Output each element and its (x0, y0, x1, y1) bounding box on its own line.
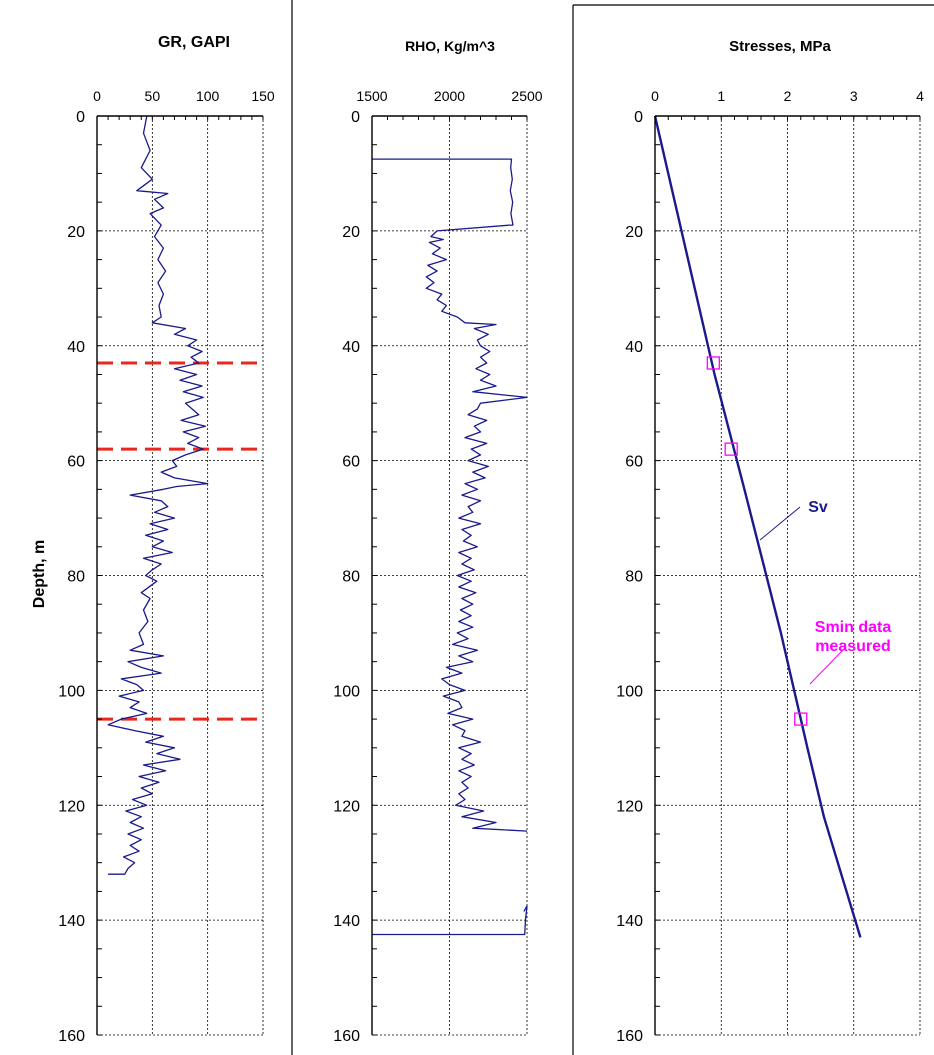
rho-series-line-1 (372, 905, 528, 936)
stress-markers (706, 356, 808, 726)
stress-y-tick-120: 120 (616, 798, 643, 815)
gr-title: GR, GAPI (158, 34, 230, 51)
smin-label-line1: Smin data (815, 619, 892, 636)
rho-y-tick-40: 40 (342, 339, 360, 356)
stress-y-tick-80: 80 (625, 569, 643, 586)
stress-series-line-0 (653, 115, 862, 938)
stress-x-tick-1: 1 (717, 88, 725, 104)
gr-series (107, 115, 209, 875)
gr-x-tick-0: 0 (93, 88, 101, 104)
stress-x-tick-4: 4 (916, 88, 924, 104)
stress-y-tick-20: 20 (625, 224, 643, 241)
rho-grid (372, 116, 528, 1036)
stress-y-tick-160: 160 (616, 1028, 643, 1045)
gr-axes (96, 115, 264, 1036)
sv-label: Sv (808, 499, 828, 516)
gr-y-tick-20: 20 (67, 224, 85, 241)
stress-y-tick-labels: 0 20 40 60 80 100 120 140 160 (616, 109, 643, 1045)
stress-x-tick-labels: 0 1 2 3 4 (651, 88, 924, 104)
gr-panel: GR, GAPI Depth, m 0 50 100 150 0 20 40 60 80 100… (31, 34, 275, 1045)
rho-y-tick-100: 100 (333, 683, 360, 700)
stress-y-tick-60: 60 (625, 454, 643, 471)
gr-y-tick-120: 120 (58, 798, 85, 815)
rho-y-tick-20: 20 (342, 224, 360, 241)
gr-x-tick-150: 150 (251, 88, 275, 104)
smin-label-line2: measured (815, 638, 891, 655)
rho-y-tick-160: 160 (333, 1028, 360, 1045)
gr-x-tick-labels: 0 50 100 150 (93, 88, 275, 104)
sv-leader-line (759, 506, 801, 541)
rho-axes (371, 115, 528, 1036)
smin-marker-2 (794, 712, 808, 726)
gr-grid (97, 116, 264, 1036)
gr-y-tick-60: 60 (67, 454, 85, 471)
stress-x-tick-0: 0 (651, 88, 659, 104)
rho-y-tick-labels: 0 20 40 60 80 100 120 140 160 (333, 109, 360, 1045)
rho-y-tick-0: 0 (351, 109, 360, 126)
stress-series (653, 115, 862, 938)
rho-y-tick-60: 60 (342, 454, 360, 471)
rho-x-tick-2500: 2500 (511, 88, 542, 104)
stress-x-tick-3: 3 (850, 88, 858, 104)
gr-x-tick-100: 100 (196, 88, 220, 104)
gr-y-tick-0: 0 (76, 109, 85, 126)
depth-axis-label: Depth, m (31, 540, 48, 608)
gr-y-tick-40: 40 (67, 339, 85, 356)
stress-y-tick-100: 100 (616, 683, 643, 700)
stress-y-tick-140: 140 (616, 913, 643, 930)
gr-y-tick-80: 80 (67, 569, 85, 586)
gr-y-tick-140: 140 (58, 913, 85, 930)
gr-reference-lines (97, 361, 263, 721)
gr-y-tick-labels: 0 20 40 60 80 100 120 140 160 (58, 109, 85, 1045)
gr-x-tick-50: 50 (145, 88, 161, 104)
rho-y-tick-80: 80 (342, 569, 360, 586)
stress-title: Stresses, MPa (729, 38, 831, 55)
rho-x-tick-labels: 1500 2000 2500 (356, 88, 542, 104)
rho-title: RHO, Kg/m^3 (405, 38, 495, 54)
rho-panel: RHO, Kg/m^3 1500 2000 2500 0 20 40 60 80 100 120… (333, 38, 542, 1045)
stress-x-tick-2: 2 (784, 88, 792, 104)
stress-panel: Stresses, MPa 0 1 2 3 4 0 20 40 60 80 100 120 140 16… (616, 38, 924, 1045)
stress-y-tick-40: 40 (625, 339, 643, 356)
rho-x-tick-2000: 2000 (434, 88, 465, 104)
gr-y-tick-100: 100 (58, 683, 85, 700)
rho-series (372, 158, 528, 936)
gr-series-line-0 (107, 115, 209, 875)
rho-x-tick-1500: 1500 (356, 88, 387, 104)
smin-marker-0 (706, 356, 720, 370)
smin-leader-line (809, 649, 844, 685)
stress-y-tick-0: 0 (634, 109, 643, 126)
stress-axes (654, 115, 921, 1036)
smin-marker-1 (724, 442, 738, 456)
rho-y-tick-140: 140 (333, 913, 360, 930)
stress-grid (655, 116, 921, 1036)
rho-series-line-0 (372, 158, 528, 832)
gr-y-tick-160: 160 (58, 1028, 85, 1045)
rho-y-tick-120: 120 (333, 798, 360, 815)
